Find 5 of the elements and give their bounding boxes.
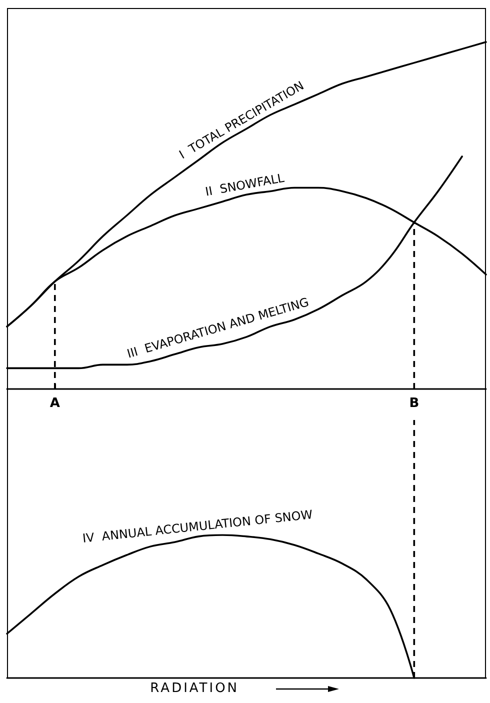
x-axis-title: RADIATION	[150, 681, 240, 696]
x-tick-label: A	[50, 396, 60, 411]
x-tick-label: B	[409, 396, 420, 411]
text: II SNOWFALL	[204, 170, 286, 199]
text: IV ANNUAL ACCUMULATION OF SNOW	[82, 507, 314, 546]
